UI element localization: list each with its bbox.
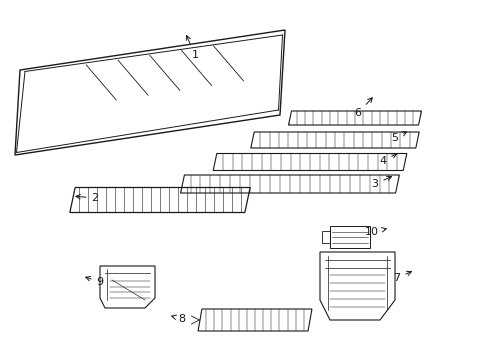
Text: 9: 9 bbox=[85, 276, 103, 287]
Text: 10: 10 bbox=[364, 227, 386, 237]
Text: 4: 4 bbox=[379, 154, 396, 166]
Text: 2: 2 bbox=[76, 193, 99, 203]
Text: 5: 5 bbox=[391, 132, 406, 143]
Text: 6: 6 bbox=[354, 98, 371, 118]
Text: 1: 1 bbox=[186, 36, 198, 60]
Text: 3: 3 bbox=[371, 176, 391, 189]
Text: 8: 8 bbox=[171, 314, 185, 324]
Text: 7: 7 bbox=[393, 271, 410, 283]
